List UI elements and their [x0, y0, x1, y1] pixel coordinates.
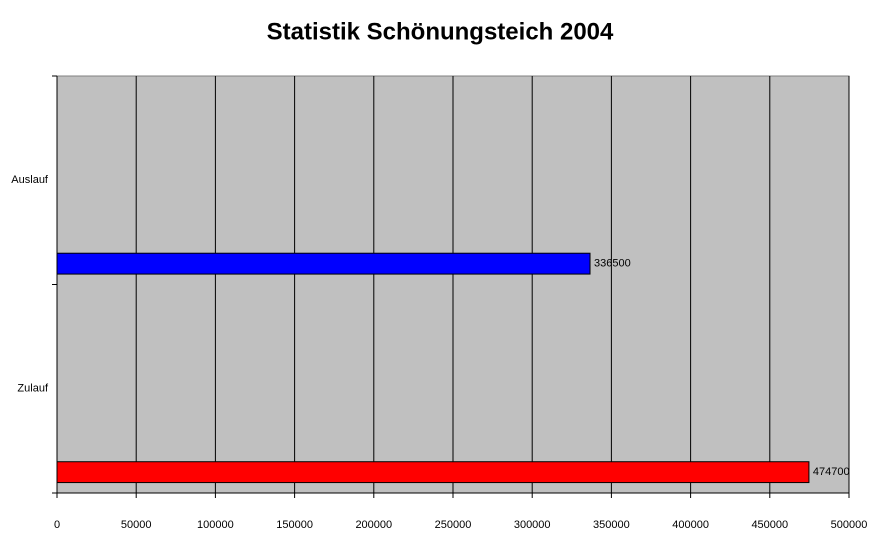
chart-title: Statistik Schönungsteich 2004 — [267, 18, 614, 45]
x-tick-label: 500000 — [831, 519, 868, 531]
y-tick-label: Zulauf — [17, 383, 49, 395]
x-tick-label: 150000 — [276, 519, 313, 531]
x-tick-label: 200000 — [355, 519, 392, 531]
x-tick-label: 450000 — [751, 519, 788, 531]
x-tick-label: 400000 — [672, 519, 709, 531]
bar — [56, 252, 591, 275]
x-tick-label: 250000 — [435, 519, 472, 531]
value-label: 336500 — [594, 258, 631, 270]
x-tick-label: 0 — [54, 519, 60, 531]
value-label: 474700 — [813, 466, 850, 478]
x-tick-label: 350000 — [593, 519, 630, 531]
y-tick-label: Auslauf — [11, 174, 49, 186]
x-tick-label: 100000 — [197, 519, 234, 531]
bar — [56, 461, 810, 484]
x-tick-label: 300000 — [514, 519, 551, 531]
x-tick-label: 50000 — [121, 519, 152, 531]
